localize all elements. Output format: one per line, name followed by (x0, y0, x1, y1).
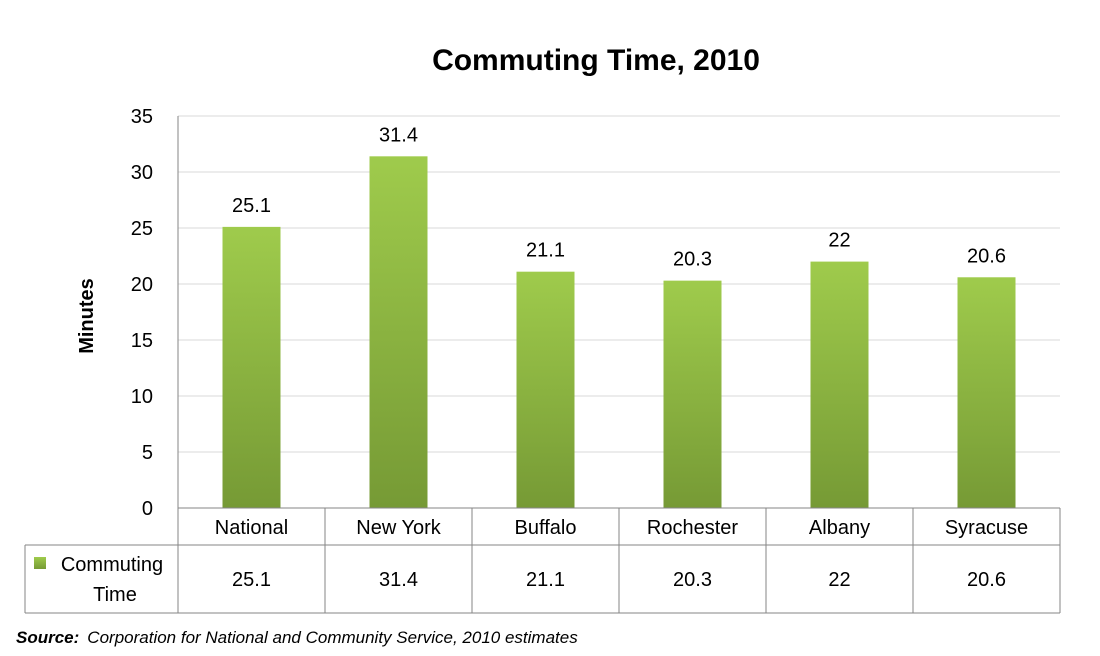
gridlines (177, 115, 1060, 508)
y-axis-ticks: 0 5 10 15 20 25 30 35 (131, 106, 153, 520)
bar-data-label: 20.6 (967, 245, 1006, 267)
source-label: Source: (16, 628, 80, 647)
y-tick-label: 25 (131, 218, 153, 240)
chart-title: Commuting Time, 2010 (432, 44, 760, 77)
legend-key (34, 557, 46, 569)
source-note: Source: Corporation for National and Comm… (16, 628, 578, 648)
series-name: Commuting Time (61, 554, 163, 606)
y-tick-label: 10 (131, 386, 153, 408)
x-tick-label: National (215, 517, 288, 539)
table-value: 22 (828, 569, 850, 591)
bar-data-labels: 25.1 31.4 21.1 20.3 22 20.6 (232, 124, 1006, 270)
bar-data-label: 31.4 (379, 124, 418, 146)
x-tick-label: Rochester (647, 517, 738, 539)
data-table: National New York Buffalo Rochester Albany Sy… (24, 507, 1061, 614)
table-value: 20.6 (967, 569, 1006, 591)
y-tick-label: 30 (131, 162, 153, 184)
source-text: Corporation for National and Community S… (87, 628, 578, 647)
table-value: 25.1 (232, 569, 271, 591)
bar (957, 277, 1016, 508)
table-value: 31.4 (379, 569, 418, 591)
y-tick-label: 35 (131, 106, 153, 128)
y-axis-label: Minutes (76, 278, 98, 354)
table-value: 21.1 (526, 569, 565, 591)
y-tick-label: 5 (142, 442, 153, 464)
bar (369, 156, 428, 508)
x-tick-label: Albany (809, 517, 870, 539)
bar (810, 261, 869, 508)
x-tick-label: Syracuse (945, 517, 1028, 539)
y-tick-label: 20 (131, 274, 153, 296)
bar (663, 280, 722, 508)
bar-data-label: 20.3 (673, 249, 712, 271)
bar-data-label: 25.1 (232, 195, 271, 217)
bar-data-label: 22 (828, 230, 850, 252)
x-tick-label: New York (356, 517, 441, 539)
y-tick-label: 15 (131, 330, 153, 352)
x-tick-label: Buffalo (515, 517, 577, 539)
table-value: 20.3 (673, 569, 712, 591)
bars (222, 156, 1016, 508)
bar (222, 226, 281, 508)
bar-data-label: 21.1 (526, 240, 565, 262)
y-tick-label: 0 (142, 498, 153, 520)
bar (516, 271, 575, 508)
